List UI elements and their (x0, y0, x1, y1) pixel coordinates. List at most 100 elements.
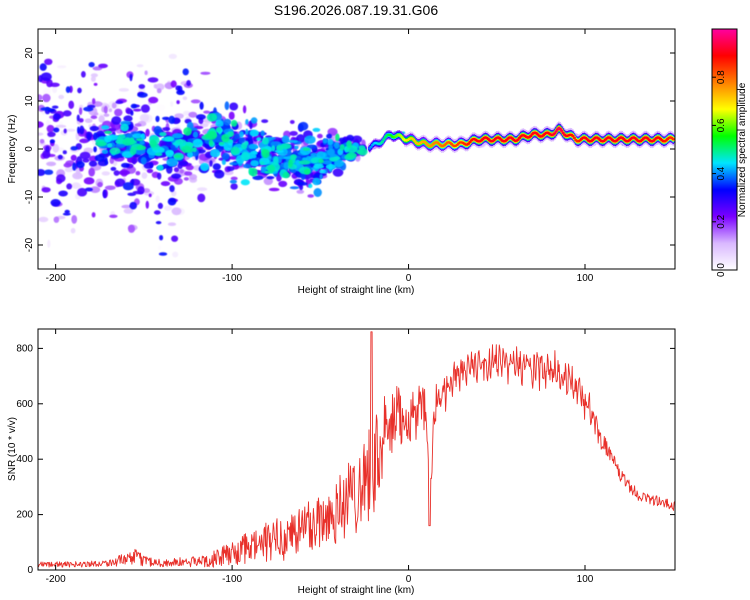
heatmap-cell (230, 183, 238, 190)
y-tick-label: -10 (24, 189, 35, 204)
heatmap-cell (267, 164, 276, 173)
heatmap-cell (40, 107, 52, 111)
heatmap-cell (168, 115, 176, 124)
heatmap-cell (45, 145, 50, 153)
heatmap-cell (322, 138, 328, 144)
heatmap-cell (79, 138, 89, 144)
heatmap-cell (326, 133, 332, 139)
heatmap-cell (192, 138, 203, 148)
heatmap-cell (71, 215, 78, 224)
heatmap-cell (176, 89, 185, 95)
snr-x-axis: -200 -100 0 100 (46, 329, 594, 585)
heatmap-cell (197, 193, 206, 203)
heatmap-cell (98, 63, 108, 69)
heatmap-cell (140, 133, 146, 141)
heatmap-cell (239, 131, 244, 138)
heatmap-cell (175, 139, 187, 145)
x-tick-label: -100 (222, 574, 242, 585)
heatmap-cell (334, 159, 344, 168)
heatmap-cell (296, 189, 305, 194)
heatmap-cell (118, 134, 126, 140)
heatmap-cell (103, 105, 108, 114)
heatmap-cell (289, 131, 298, 136)
heatmap-cell (102, 189, 107, 199)
heatmap-cell (46, 161, 57, 167)
heatmap-cell (271, 145, 276, 152)
heatmap-cell (142, 188, 151, 193)
heatmap-cell (108, 128, 117, 132)
heatmap-cell (221, 134, 230, 142)
heatmap-cell (155, 195, 160, 203)
heatmap-cell (308, 183, 313, 189)
heatmap-cell (319, 169, 326, 174)
heatmap-cell (141, 172, 148, 179)
heatmap-cell (256, 137, 262, 141)
heatmap-cell (261, 149, 270, 159)
heatmap-cell (260, 166, 267, 172)
heatmap-cell (229, 162, 239, 166)
heatmap-cell (212, 163, 221, 171)
heatmap-cell (171, 235, 179, 242)
heatmap-cell (47, 239, 51, 248)
snr-y-label: SNR (10 * v/v) (7, 417, 18, 481)
heatmap-cell (70, 146, 78, 151)
heatmap-cell (63, 128, 67, 134)
heatmap-cell (302, 157, 308, 161)
heatmap-cell (110, 166, 117, 171)
heatmap-cell (156, 164, 164, 171)
heatmap-cell (121, 204, 132, 209)
heatmap-cell (76, 114, 80, 122)
heatmap-cell (240, 179, 250, 186)
heatmap-cell (187, 151, 193, 158)
heatmap-cell (160, 181, 171, 187)
heatmap-cell (302, 147, 311, 151)
heatmap-cell (155, 115, 160, 123)
heatmap-cell (153, 125, 162, 135)
heatmap-cell (118, 170, 130, 176)
x-tick-label: 0 (406, 273, 412, 284)
heatmap-cell (206, 130, 218, 140)
snr-plot-area (38, 329, 675, 570)
colorbar-tick-label: 0.6 (716, 118, 727, 132)
heatmap-cell (41, 187, 51, 193)
heatmap-cell (297, 181, 308, 186)
colorbar-ticks: 0.0 0.2 0.4 0.6 0.8 (712, 70, 727, 277)
snr-y-axis: 0 200 400 600 800 (16, 343, 675, 576)
heatmap-cell (94, 154, 106, 162)
heatmap-cell (39, 139, 45, 144)
snr-series-line (38, 331, 675, 568)
heatmap-cell (233, 133, 241, 140)
heatmap-cell (166, 158, 178, 167)
chart-title: S196.2026.087.19.31.G06 (274, 2, 438, 18)
heatmap-cell (153, 210, 161, 215)
heatmap-cell (241, 151, 250, 161)
heatmap-cell (132, 133, 143, 139)
heatmap-cell (157, 172, 162, 180)
heatmap-cell (156, 104, 166, 112)
heatmap-cell (333, 142, 340, 149)
heatmap-cell (128, 224, 135, 233)
heatmap-cell (154, 152, 163, 157)
heatmap-cell (84, 118, 93, 123)
heatmap-cell (38, 132, 44, 136)
heatmap-cell (190, 99, 201, 104)
heatmap-cell (221, 152, 230, 160)
heatmap-cell (226, 166, 235, 172)
heatmap-cell (139, 113, 150, 123)
heatmap-cell (44, 58, 53, 65)
heatmap-cell (303, 168, 311, 175)
heatmap-cell (229, 179, 237, 184)
heatmap-cell (250, 160, 259, 167)
heatmap-cell (206, 113, 218, 122)
heatmap-cell (95, 141, 107, 147)
heatmap-cell (103, 113, 110, 117)
heatmap-cell (155, 221, 162, 225)
colorbar: 0.0 0.2 0.4 0.6 0.8 Normalized spectral ampl… (711, 28, 748, 277)
heatmap-cell (81, 71, 86, 78)
heatmap-cell (104, 185, 116, 191)
heatmap-cell (38, 216, 49, 223)
heatmap-cell (77, 126, 80, 134)
x-tick-label: -200 (46, 273, 66, 284)
heatmap-cell (164, 136, 175, 142)
snr-x-label: Height of straight line (km) (298, 585, 415, 596)
